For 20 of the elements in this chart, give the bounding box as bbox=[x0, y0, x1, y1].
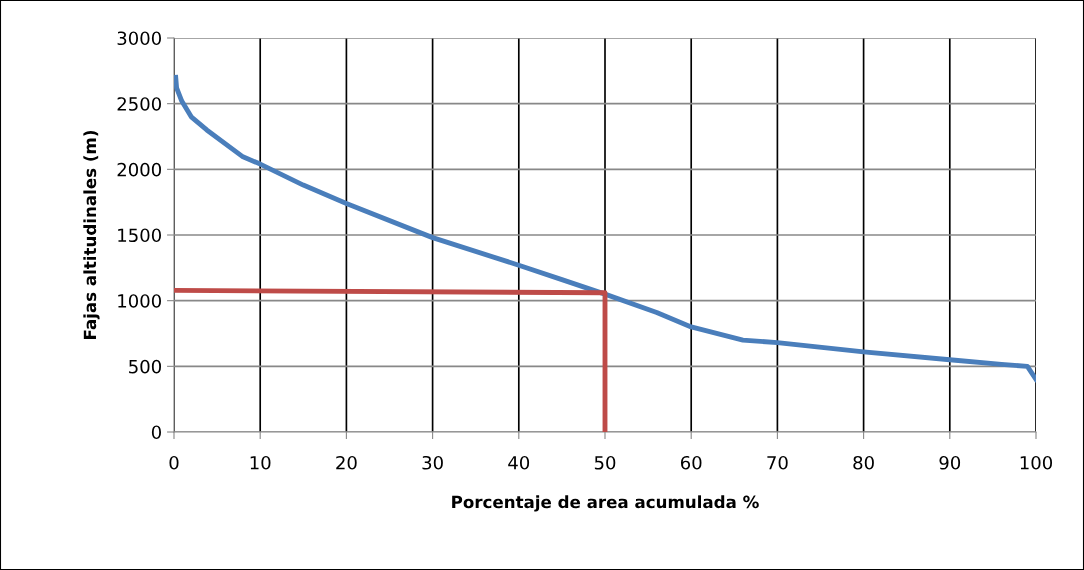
x-tick-label: 90 bbox=[939, 455, 961, 470]
y-axis-title: Fajas altitudinales (m) bbox=[83, 130, 100, 339]
y-tick-label: 2500 bbox=[117, 97, 161, 111]
y-tick-label: 1000 bbox=[118, 294, 161, 308]
y-tick-label: 500 bbox=[129, 359, 161, 374]
y-tick-label: 0 bbox=[151, 425, 161, 440]
x-tick-label: 100 bbox=[1020, 455, 1053, 470]
x-tick-label: 30 bbox=[422, 455, 443, 470]
y-tick-label: 2000 bbox=[117, 162, 161, 177]
x-tick-label: 70 bbox=[767, 455, 788, 470]
x-axis-title: Porcentaje de area acumulada % bbox=[452, 495, 759, 512]
x-tick-label: 0 bbox=[169, 455, 179, 470]
x-tick-label: 20 bbox=[336, 455, 357, 470]
x-tick-label: 80 bbox=[853, 455, 874, 470]
y-tick-label: 1500 bbox=[118, 228, 161, 243]
x-tick-label: 60 bbox=[680, 455, 702, 470]
x-tick-label: 10 bbox=[250, 455, 271, 470]
y-tick-label: 3000 bbox=[117, 31, 161, 46]
x-tick-label: 40 bbox=[508, 455, 530, 470]
x-tick-label: 50 bbox=[594, 455, 616, 470]
